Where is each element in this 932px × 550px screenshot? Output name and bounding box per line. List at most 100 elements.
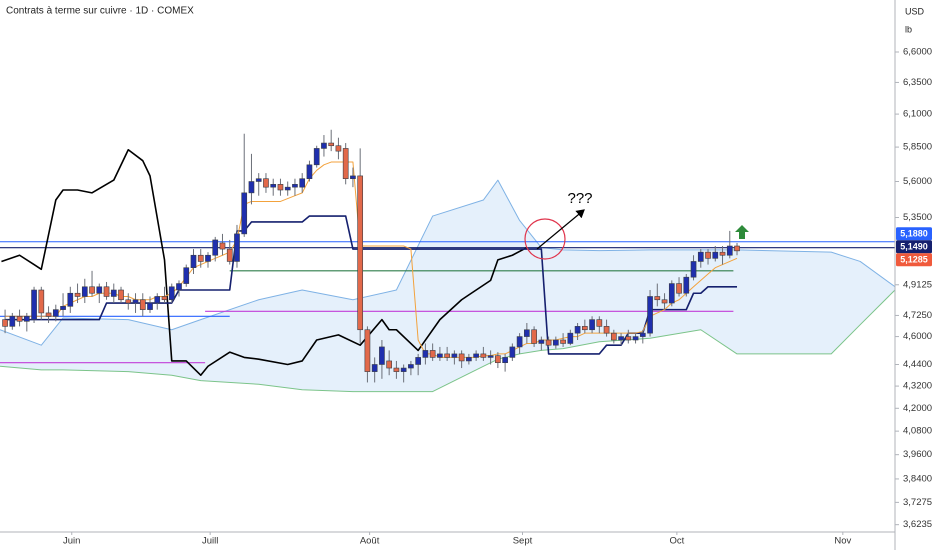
plot-area bbox=[0, 129, 895, 393]
candle-body bbox=[502, 357, 508, 364]
candle-body bbox=[386, 360, 392, 369]
candle-body bbox=[89, 286, 95, 294]
chart-title: Contrats à terme sur cuivre · 1D · COMEX bbox=[6, 6, 194, 17]
candle-body bbox=[16, 315, 23, 322]
candle-body bbox=[168, 286, 175, 301]
chikou-line bbox=[1, 148, 528, 377]
up-arrow-icon bbox=[735, 225, 749, 239]
y-tick-label: 3,6235 bbox=[903, 519, 932, 530]
y-tick-label: 4,2000 bbox=[903, 403, 932, 414]
candle-body bbox=[618, 336, 624, 341]
span-b-line bbox=[0, 289, 895, 393]
candle-body bbox=[176, 283, 182, 291]
candle-body bbox=[581, 326, 588, 331]
currency-label: USD bbox=[905, 6, 925, 16]
x-tick-label: Nov bbox=[834, 536, 851, 547]
overlay: ??? bbox=[524, 190, 749, 260]
y-tick-label: 6,3500 bbox=[903, 77, 932, 88]
candle-body bbox=[524, 329, 530, 337]
candle-body bbox=[560, 339, 566, 344]
cloud-area bbox=[0, 180, 895, 392]
x-tick-label: Juill bbox=[202, 536, 218, 547]
candle-body bbox=[118, 289, 124, 301]
candle-body bbox=[509, 346, 516, 358]
candle-body bbox=[415, 357, 421, 365]
candle-body bbox=[364, 329, 371, 372]
candle-body bbox=[67, 292, 74, 307]
candle-body bbox=[451, 353, 458, 358]
candle-body bbox=[161, 296, 168, 301]
annotation-text: ??? bbox=[567, 190, 592, 207]
candle-body bbox=[408, 364, 414, 369]
candle-body bbox=[38, 289, 45, 314]
y-tick-label: 3,8400 bbox=[903, 473, 932, 484]
y-tick-label: 4,7250 bbox=[903, 310, 932, 321]
y-tick-label: 5,8500 bbox=[903, 142, 932, 153]
y-tick-label: 3,9600 bbox=[903, 449, 932, 460]
candle-body bbox=[205, 254, 211, 262]
annotation-arrow bbox=[536, 209, 585, 250]
candle-body bbox=[2, 319, 8, 327]
candle-body bbox=[697, 251, 704, 262]
candle-body bbox=[226, 248, 233, 262]
candle-body bbox=[603, 326, 610, 334]
candle-body bbox=[125, 299, 132, 304]
candle-body bbox=[292, 184, 298, 188]
candle-body bbox=[23, 315, 30, 322]
candle-body bbox=[321, 142, 327, 149]
candle-body bbox=[31, 289, 37, 320]
candle-body bbox=[668, 283, 675, 304]
span-a-line bbox=[0, 179, 895, 346]
x-tick-label: Sept bbox=[513, 536, 533, 547]
x-tick-label: Oct bbox=[669, 536, 684, 547]
candle-body bbox=[147, 302, 153, 310]
candle-body bbox=[538, 339, 545, 344]
candle-body bbox=[690, 261, 697, 278]
candle-body bbox=[335, 145, 342, 152]
y-tick-label: 4,6000 bbox=[903, 331, 932, 342]
candle-body bbox=[516, 336, 523, 348]
candle-body bbox=[96, 286, 103, 294]
candle-body bbox=[437, 353, 443, 358]
candle-body bbox=[734, 245, 740, 252]
candle-body bbox=[719, 251, 726, 256]
candle-body bbox=[110, 289, 117, 297]
x-tick-label: Juin bbox=[63, 536, 80, 547]
price-label: 5,1880 bbox=[900, 229, 928, 239]
candle-body bbox=[74, 292, 81, 297]
candle-body bbox=[647, 296, 653, 334]
candle-body bbox=[52, 309, 59, 317]
y-tick-label: 5,6000 bbox=[903, 176, 932, 187]
x-tick-label: Août bbox=[360, 536, 380, 547]
y-tick-label: 6,6000 bbox=[903, 47, 932, 58]
candle-body bbox=[263, 178, 269, 188]
candle-body bbox=[625, 336, 632, 341]
highlight-circle bbox=[524, 218, 566, 260]
candle-body bbox=[444, 353, 450, 358]
candle-body bbox=[277, 184, 284, 191]
candle-body bbox=[342, 148, 349, 180]
candle-body bbox=[661, 299, 668, 304]
candle-body bbox=[545, 339, 552, 346]
candle-body bbox=[183, 267, 190, 284]
candle-body bbox=[676, 283, 682, 294]
candle-body bbox=[495, 355, 501, 364]
candle-body bbox=[553, 339, 559, 346]
y-tick-label: 4,0800 bbox=[903, 426, 932, 437]
y-tick-label: 4,9125 bbox=[903, 279, 932, 290]
y-tick-label: 3,7275 bbox=[903, 497, 932, 508]
candle-body bbox=[726, 245, 733, 256]
price-label-box bbox=[896, 240, 932, 254]
candle-body bbox=[45, 312, 52, 317]
price-label-box bbox=[896, 253, 932, 267]
candle-body bbox=[480, 353, 487, 358]
candle-body bbox=[567, 332, 574, 344]
candle-body bbox=[639, 332, 646, 337]
candle-body bbox=[705, 251, 711, 259]
candle-body bbox=[9, 315, 16, 327]
price-label: 5,1285 bbox=[900, 255, 928, 265]
candle-body bbox=[400, 367, 407, 372]
candle-body bbox=[632, 336, 639, 341]
candle-body bbox=[219, 242, 226, 250]
